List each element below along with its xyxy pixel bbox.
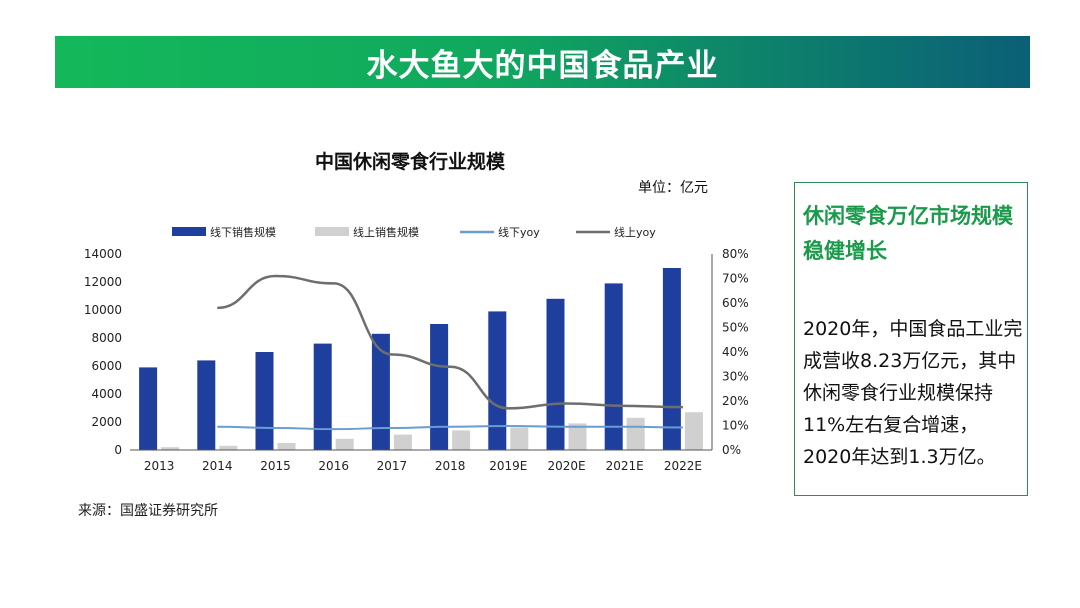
page-title: 水大鱼大的中国食品产业	[366, 47, 719, 84]
y-left-tick-label: 6000	[91, 359, 122, 373]
bar-offline	[197, 360, 216, 450]
bar-online	[626, 417, 645, 450]
bar-online	[161, 447, 180, 450]
y-right-tick-label: 40%	[722, 345, 749, 359]
source-note: 来源：国盛证券研究所	[78, 503, 218, 519]
chart-legend: 线下销售规模 线上销售规模 线下yoy 线上yoy	[172, 225, 656, 239]
legend-label: 线下yoy	[498, 225, 540, 239]
bar-online	[219, 445, 238, 450]
bar-offline	[430, 324, 449, 450]
y-right-tick-label: 80%	[722, 247, 749, 261]
x-tick-label: 2017	[377, 459, 408, 473]
y-left-tick-label: 10000	[84, 303, 122, 317]
y-right-tick-label: 10%	[722, 419, 749, 433]
summary-panel: 休闲零食万亿市场规模稳健增长 2020年，中国食品工业完成营收8.23万亿元，其…	[794, 182, 1028, 496]
bar-offline	[139, 367, 158, 450]
legend-swatch	[172, 227, 206, 236]
y-left-tick-label: 4000	[91, 387, 122, 401]
legend-label: 线下销售规模	[210, 225, 276, 239]
title-banner: 水大鱼大的中国食品产业	[55, 36, 1030, 88]
y-right-tick-label: 50%	[722, 321, 749, 335]
x-tick-label: 2015	[260, 459, 291, 473]
legend-label: 线上yoy	[614, 225, 656, 239]
x-tick-label: 2022E	[664, 459, 702, 473]
bar-offline	[546, 298, 565, 450]
y-left-tick-label: 0	[114, 443, 122, 457]
x-tick-label: 2021E	[606, 459, 644, 473]
combo-chart: 中国休闲零食行业规模 单位：亿元 线下销售规模 线上销售规模 线下yoy 线上yoy …	[84, 150, 749, 473]
y-right-tick-label: 30%	[722, 370, 749, 384]
y-right-tick-label: 20%	[722, 394, 749, 408]
x-tick-label: 2018	[435, 459, 466, 473]
legend-swatch	[315, 227, 349, 236]
y-right-tick-label: 60%	[722, 296, 749, 310]
x-axis: 2013 2014 2015 2016 2017 2018 2019E 2020E 2021E 2…	[130, 449, 712, 473]
y-left-tick-label: 12000	[84, 275, 122, 289]
panel-body-text: 2020年，中国食品工业完成营收8.23万亿元，其中休闲零食行业规模保持11%左…	[803, 318, 1023, 468]
x-tick-label: 2019E	[489, 459, 527, 473]
x-tick-label: 2014	[202, 459, 233, 473]
chart-title: 中国休闲零食行业规模	[315, 150, 506, 173]
bar-online	[684, 412, 703, 450]
series-line-online-yoy	[217, 274, 683, 410]
line-group	[217, 274, 683, 431]
series-line-offline-yoy	[217, 424, 683, 431]
x-tick-label: 2013	[144, 459, 175, 473]
bar-offline	[371, 333, 390, 450]
bar-online	[393, 434, 412, 450]
x-tick-label: 2020E	[547, 459, 585, 473]
y-right-tick-label: 0%	[722, 443, 741, 457]
panel-heading: 休闲零食万亿市场规模稳健增长	[803, 204, 1013, 263]
bar-online	[510, 427, 529, 450]
x-tick-label: 2016	[318, 459, 349, 473]
legend-label: 线上销售规模	[353, 225, 419, 239]
bar-online	[277, 443, 296, 450]
y-right-tick-label: 70%	[722, 272, 749, 286]
y-left-tick-label: 8000	[91, 331, 122, 345]
y-axis-left: 0 2000 4000 6000 8000 10000 12000 14000	[84, 247, 122, 457]
bar-offline	[662, 268, 681, 450]
bar-offline	[604, 283, 623, 450]
bar-group	[139, 268, 703, 450]
y-left-tick-label: 14000	[84, 247, 122, 261]
bar-offline	[255, 352, 274, 450]
bar-offline	[313, 343, 332, 450]
y-left-tick-label: 2000	[91, 415, 122, 429]
chart-unit: 单位：亿元	[638, 180, 708, 196]
bar-online	[452, 430, 471, 450]
bar-online	[335, 438, 354, 450]
bar-offline	[488, 311, 507, 450]
y-axis-right: 0% 10% 20% 30% 40% 50% 60% 70% 80%	[711, 247, 749, 457]
bar-online	[568, 423, 587, 450]
